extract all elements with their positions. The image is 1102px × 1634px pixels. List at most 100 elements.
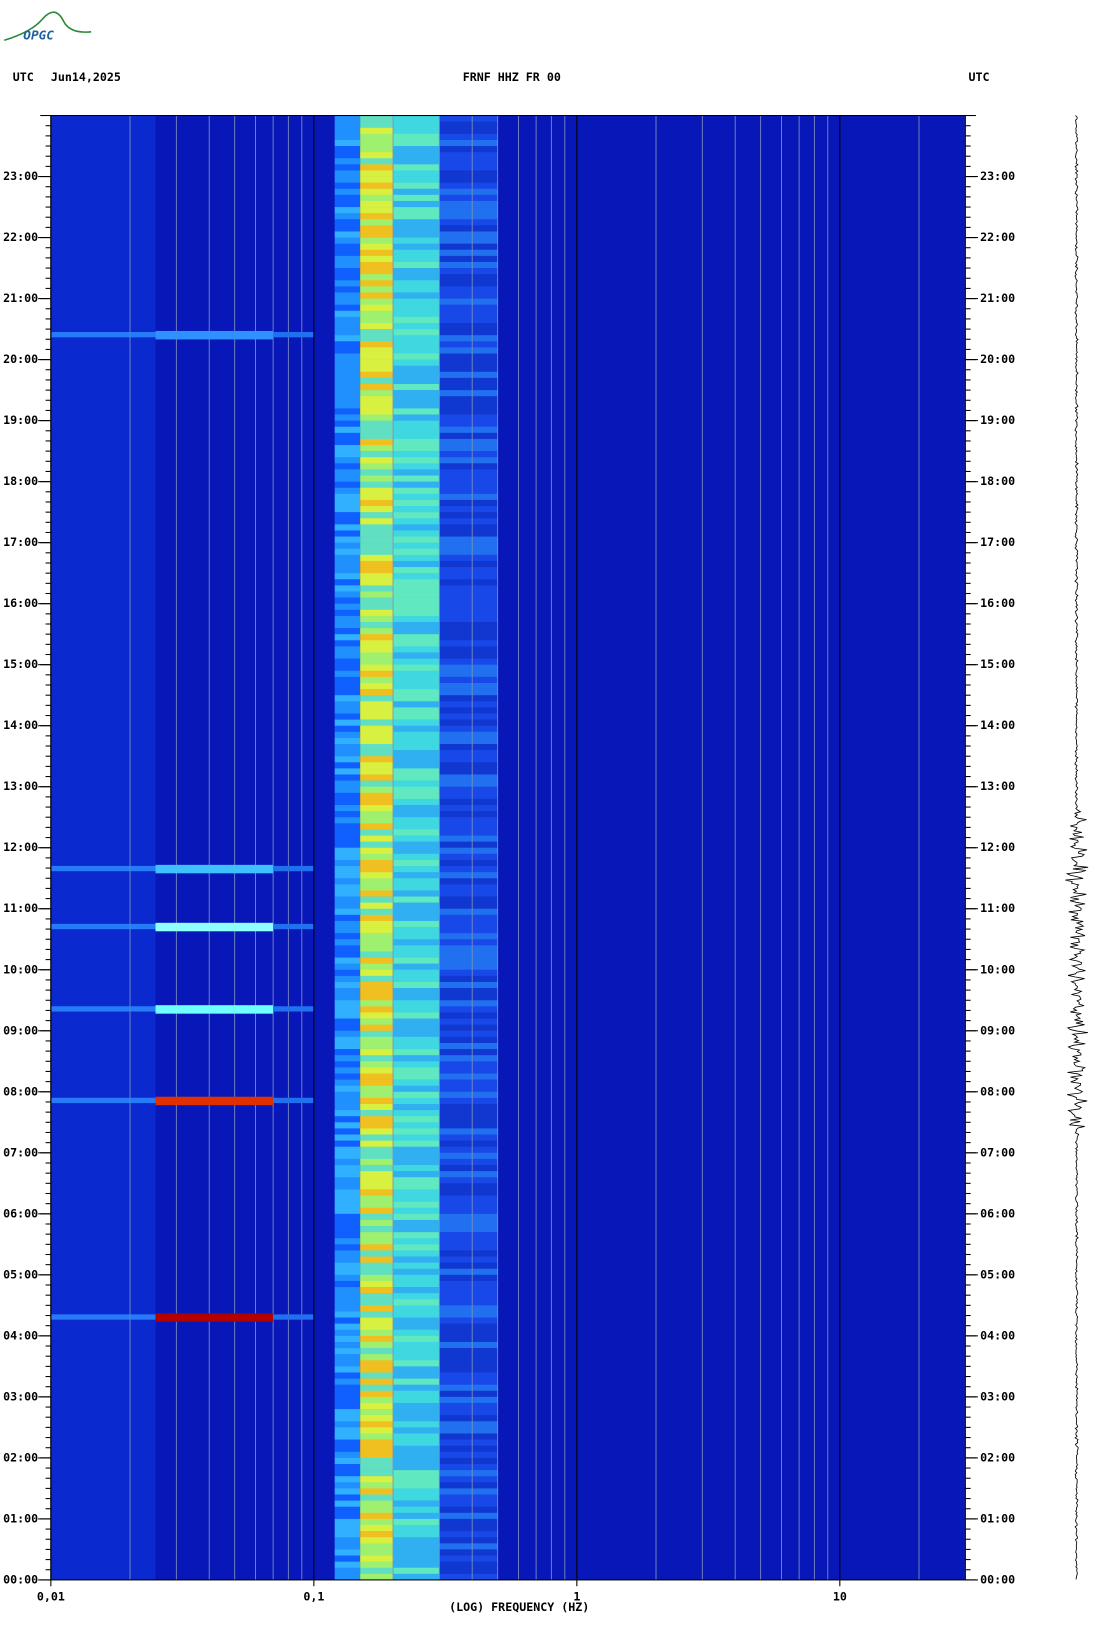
spectrum-cell (439, 322, 498, 330)
spectrum-cell (393, 1549, 440, 1556)
spectrum-cell (439, 1055, 498, 1062)
spectrum-cell (439, 689, 498, 696)
spectrum-cell (393, 426, 440, 434)
spectrum-cell (334, 689, 361, 696)
spectrum-cell (360, 902, 394, 910)
spectrum-cell (439, 731, 498, 739)
spectrum-cell (334, 280, 361, 287)
spectrum-cell (439, 1140, 498, 1148)
spectrum-cell (334, 1390, 361, 1398)
spectrum-cell (439, 652, 498, 659)
spectrum-cell (334, 1372, 361, 1379)
spectrum-cell (393, 188, 440, 196)
spectrum-cell (360, 957, 394, 964)
spectrum-cell (360, 750, 394, 757)
spectrum-cell (334, 1470, 361, 1477)
spectrogram-background (50, 115, 966, 1580)
y-tick-label: 22:00 (3, 230, 38, 244)
spectrum-cell (393, 1232, 440, 1239)
spectrum-cell (393, 1372, 440, 1379)
spectrum-cell (393, 304, 440, 312)
event-line (273, 865, 314, 872)
spectrum-cell (439, 920, 498, 928)
spectrum-cell (393, 768, 440, 775)
y-tick-label: 14:00 (3, 718, 38, 732)
spectrum-cell (334, 994, 361, 1001)
spectrum-cell (334, 1482, 361, 1489)
spectrum-cell (360, 1030, 394, 1038)
spectrum-cell (439, 603, 498, 611)
spectrum-cell (334, 1018, 361, 1025)
spectrum-cell (393, 1042, 440, 1050)
spectrum-cell (393, 1201, 440, 1209)
spectrum-cell (393, 231, 440, 238)
y-tick-label: 05:00 (980, 1267, 1015, 1281)
spectrum-cell (360, 585, 394, 592)
y-tick-label: 01:00 (980, 1511, 1015, 1525)
spectrum-cell (360, 1189, 394, 1196)
spectrum-cell (439, 1128, 498, 1135)
spectrum-cell (393, 701, 440, 708)
y-tick-label: 09:00 (3, 1023, 38, 1037)
spectrum-cell (439, 585, 498, 592)
spectrum-cell (360, 1500, 394, 1508)
spectrum-cell (393, 1317, 440, 1324)
spectrum-cell (393, 219, 440, 226)
spectrum-cell (334, 737, 361, 745)
spectrum-cell (439, 1219, 498, 1227)
spectrum-cell (393, 268, 440, 275)
spectrum-cell (393, 255, 440, 263)
spectrum-cell (439, 823, 498, 830)
spectrum-cell (439, 1463, 498, 1471)
spectrum-cell (439, 231, 498, 238)
spectrum-cell (334, 1201, 361, 1209)
x-tick-label: 1 (573, 1589, 580, 1603)
y-tick-label: 15:00 (3, 657, 38, 671)
spectrum-cell (393, 1171, 440, 1178)
spectrum-cell (439, 445, 498, 452)
spectrum-cell (334, 506, 361, 513)
spectrum-cell (393, 1476, 440, 1483)
spectrum-cell (334, 1073, 361, 1080)
spectrum-cell (439, 658, 498, 665)
spectrum-cell (393, 1323, 440, 1331)
spectrum-cell (439, 1158, 498, 1166)
spectrum-cell (439, 1543, 498, 1550)
spectrum-cell (360, 1042, 394, 1050)
logo: OPGC (23, 28, 54, 43)
spectrum-cell (334, 164, 361, 171)
spectrum-cell (439, 127, 498, 135)
spectrum-cell (439, 1525, 498, 1532)
spectrum-cell (393, 414, 440, 421)
spectrum-cell (334, 1012, 361, 1019)
spectrum-cell (334, 1116, 361, 1123)
spectrum-cell (393, 744, 440, 751)
spectrum-cell (334, 194, 361, 202)
spectrum-cell (360, 530, 394, 537)
spectrum-cell (360, 933, 394, 940)
spectrum-cell (439, 1293, 498, 1300)
spectrum-cell (360, 1537, 394, 1544)
spectrum-cell (360, 402, 394, 409)
spectrum-cell (334, 951, 361, 958)
spectrum-cell (393, 792, 440, 800)
spectrum-cell (439, 1482, 498, 1489)
spectrum-cell (360, 1561, 394, 1569)
spectrum-cell (393, 377, 440, 385)
spectrum-cell (360, 182, 394, 190)
spectrum-cell (393, 1213, 440, 1221)
spectrum-cell (334, 774, 361, 781)
spectrum-cell (360, 170, 394, 177)
spectrum-cell (360, 1470, 394, 1477)
y-tick-label: 00:00 (3, 1572, 38, 1586)
spectrum-cell (439, 542, 498, 550)
spectrum-cell (393, 463, 440, 470)
spectrum-cell (393, 707, 440, 714)
spectrum-cell (439, 170, 498, 177)
spectrum-cell (334, 652, 361, 659)
spectrum-cell (393, 457, 440, 464)
spectrum-cell (334, 835, 361, 842)
spectrum-cell (393, 829, 440, 836)
spectrum-cell (360, 316, 394, 324)
spectrum-cell (393, 676, 440, 684)
